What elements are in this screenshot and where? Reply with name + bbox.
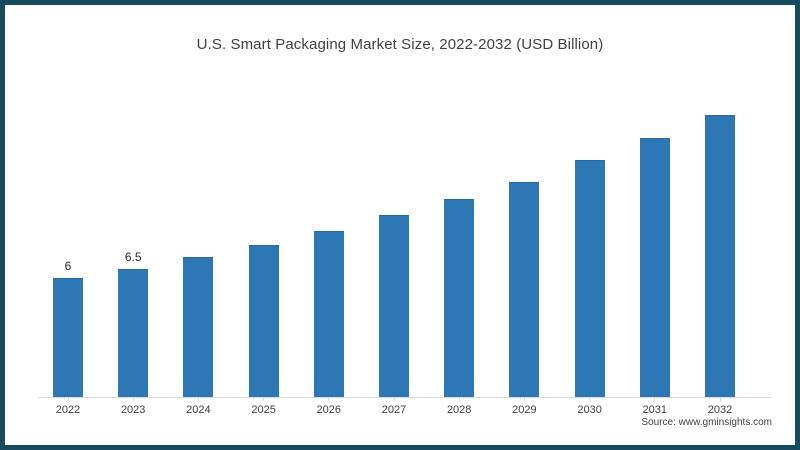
x-axis-label-2024: 2024 xyxy=(186,404,211,416)
bar-2023 xyxy=(118,268,149,397)
bar-value-label-2023: 6.5 xyxy=(124,249,142,264)
x-tick-2028 xyxy=(458,397,460,401)
x-axis-label-2032: 2032 xyxy=(707,404,733,416)
bar-2027 xyxy=(379,215,409,397)
source-note: Source: www.gminsights.com xyxy=(641,417,772,428)
x-tick-2027 xyxy=(393,397,395,401)
x-tick-2026 xyxy=(328,397,330,401)
bar-value-label-2022: 6 xyxy=(64,259,72,274)
x-axis-label-2026: 2026 xyxy=(316,404,342,416)
x-axis-label-2030: 2030 xyxy=(577,404,602,416)
bar-2024 xyxy=(183,256,214,397)
x-tick-2024 xyxy=(197,397,199,401)
bar-2026 xyxy=(313,231,344,397)
x-tick-2025 xyxy=(263,397,265,401)
x-tick-2032 xyxy=(719,397,721,401)
bar-2030 xyxy=(574,159,605,397)
bar-2029 xyxy=(509,181,540,397)
x-axis-label-2022: 2022 xyxy=(55,404,81,416)
bar-2028 xyxy=(444,199,475,397)
bar-2022 xyxy=(53,278,83,397)
bar-2032 xyxy=(705,114,735,397)
chart-canvas: U.S. Smart Packaging Market Size, 2022-2… xyxy=(5,5,795,445)
x-axis-label-2025: 2025 xyxy=(251,404,276,416)
x-tick-2022 xyxy=(67,397,69,401)
x-tick-2029 xyxy=(523,397,525,401)
x-axis-label-2029: 2029 xyxy=(512,404,537,416)
x-tick-2030 xyxy=(589,397,591,401)
x-axis-label-2023: 2023 xyxy=(120,404,146,416)
x-axis-label-2028: 2028 xyxy=(446,404,472,416)
x-tick-2031 xyxy=(654,397,656,401)
x-tick-2023 xyxy=(132,397,134,401)
x-axis-label-2027: 2027 xyxy=(381,404,407,416)
x-axis-line xyxy=(38,397,771,398)
bar-2031 xyxy=(639,138,670,397)
chart-title: U.S. Smart Packaging Market Size, 2022-2… xyxy=(196,36,604,53)
x-axis-label-2031: 2031 xyxy=(642,404,668,416)
bar-2025 xyxy=(248,244,279,397)
